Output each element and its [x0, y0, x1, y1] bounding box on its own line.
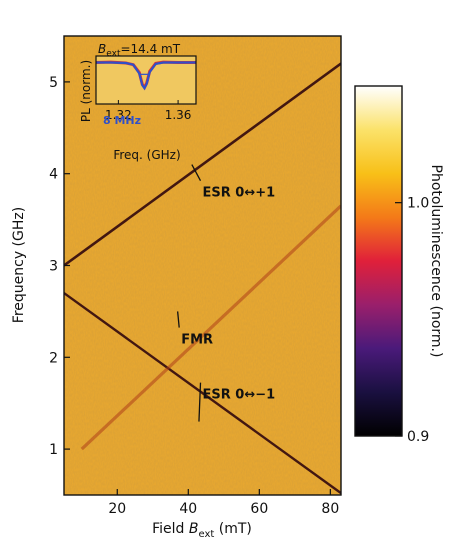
annotation-pointer-2 — [198, 382, 202, 422]
heatmap-noise-texture — [64, 36, 341, 495]
inset-series — [95, 60, 196, 91]
annotation-label-0: ESR 0↔+1 — [203, 186, 276, 201]
x-tick-label-1: 40 — [179, 501, 197, 517]
inset-linewidth-annotation: 8 MHz — [103, 114, 141, 127]
y-tick-label-1: 2 — [49, 350, 58, 366]
y-axis-label: Frequency (GHz) — [11, 207, 27, 323]
y-tick-label-3: 4 — [49, 167, 58, 183]
colorbar-tick-label-1: 1.0 — [407, 196, 429, 212]
inset-x-axis: 1.32 1.36 — [105, 100, 191, 122]
resonance-line-0 — [64, 62, 341, 267]
x-tick-label-0: 20 — [108, 501, 126, 517]
resonance-line-2 — [80, 204, 341, 451]
colorbar-label: Photoluminescence (norm.) — [428, 165, 444, 358]
x-axis: 20 40 60 80 — [108, 489, 339, 517]
colorbar-gradient — [354, 85, 403, 437]
resonance-line-1 — [64, 292, 341, 495]
inset-y-axis-label: PL (norm.) — [79, 60, 93, 122]
colorbar-tick-label-0: 0.9 — [407, 429, 429, 445]
y-axis: 1 2 3 4 5 — [49, 75, 70, 458]
inset-title: Bext=14.4 mT — [98, 42, 181, 59]
colorbar-ticks: 0.9 1.0 — [395, 196, 429, 445]
annotations: ESR 0↔+1 FMR ESR 0↔−1 — [176, 164, 276, 422]
inset-x-axis-label: Freq. (GHz) — [113, 148, 180, 162]
annotation-pointer-0 — [191, 164, 202, 181]
inset-frame — [95, 55, 197, 105]
x-tick-label-2: 60 — [250, 501, 268, 517]
colorbar: 0.9 1.0 Photoluminescence (norm.) — [354, 85, 444, 445]
annotation-pointer-1 — [176, 311, 180, 328]
y-tick-label-4: 5 — [49, 75, 58, 91]
annotation-label-1: FMR — [181, 333, 213, 348]
resonance-lines — [64, 62, 341, 495]
inset-series-1 — [96, 61, 196, 91]
inset-x-tick-label-0: 1.32 — [105, 108, 132, 122]
y-tick-label-0: 1 — [49, 442, 58, 458]
inset-panel: Bext=14.4 mT 1.32 1.36 Freq. (GHz) PL (no… — [79, 42, 197, 162]
annotation-label-2: ESR 0↔−1 — [203, 388, 276, 403]
y-tick-label-2: 3 — [49, 259, 58, 275]
x-axis-label: Field Bext (mT) — [152, 521, 252, 540]
inset-x-tick-label-1: 1.36 — [165, 108, 192, 122]
x-tick-label-3: 80 — [321, 501, 339, 517]
heatmap-panel: 20 40 60 80 1 2 3 4 5 ESR 0↔+1 FMR ESR 0↔−1 Field… — [11, 35, 342, 540]
